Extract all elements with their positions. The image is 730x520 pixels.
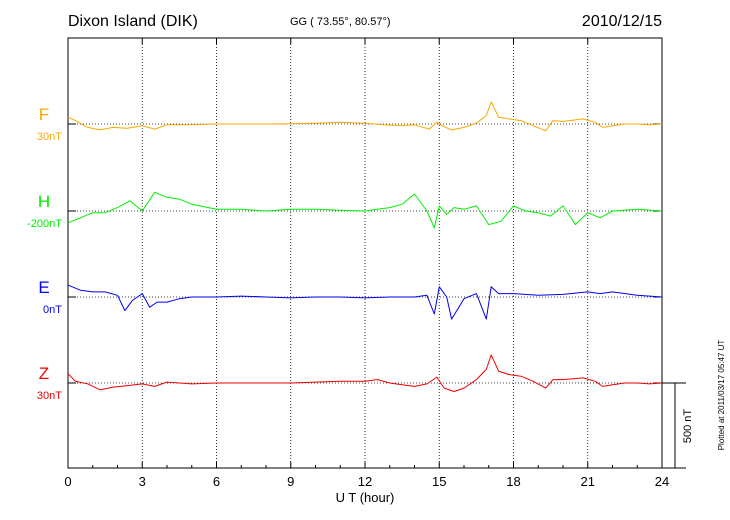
series-F-label: F	[39, 105, 49, 124]
x-tick-label-6: 6	[213, 474, 220, 489]
plotted-note: Plotted at 2011/03/17 05:47 UT	[717, 340, 726, 451]
series-layer	[67, 101, 663, 392]
station-title: Dixon Island (DIK)	[68, 13, 198, 30]
series-E-line	[67, 284, 663, 320]
x-axis-label: U T (hour)	[336, 490, 395, 505]
x-tick-label-15: 15	[432, 474, 446, 489]
grid-layer	[68, 38, 662, 468]
series-Z-offset-label: 30nT	[37, 390, 62, 402]
series-F-offset-label: 30nT	[37, 131, 62, 143]
series-H-label: H	[38, 192, 50, 211]
series-E-label: E	[38, 278, 49, 297]
series-F-line	[67, 101, 663, 132]
series-H-offset-label: -200nT	[27, 218, 62, 230]
plot-frame	[67, 37, 663, 469]
series-Z-line	[67, 354, 663, 392]
x-tick-label-21: 21	[581, 474, 595, 489]
series-E-offset-label: 0nT	[43, 304, 62, 316]
x-tick-label-3: 3	[139, 474, 146, 489]
x-tick-label-12: 12	[358, 474, 372, 489]
scale-bar: 500 nT	[662, 382, 694, 469]
plot-date: 2010/12/15	[582, 13, 662, 30]
station-coords: GG ( 73.55°, 80.57°)	[290, 16, 391, 28]
ticks-layer: 0 3 6 9 12 15 18 21 24	[64, 38, 669, 489]
x-tick-label-24: 24	[655, 474, 669, 489]
series-H-line	[67, 191, 663, 229]
x-tick-label-18: 18	[506, 474, 520, 489]
series-Z-label: Z	[39, 364, 49, 383]
x-tick-label-9: 9	[287, 474, 294, 489]
x-tick-label-0: 0	[64, 474, 71, 489]
scale-bar-label: 500 nT	[682, 409, 694, 444]
labels-layer: F 30nT H -200nT E 0nT Z 30nT	[27, 105, 62, 402]
